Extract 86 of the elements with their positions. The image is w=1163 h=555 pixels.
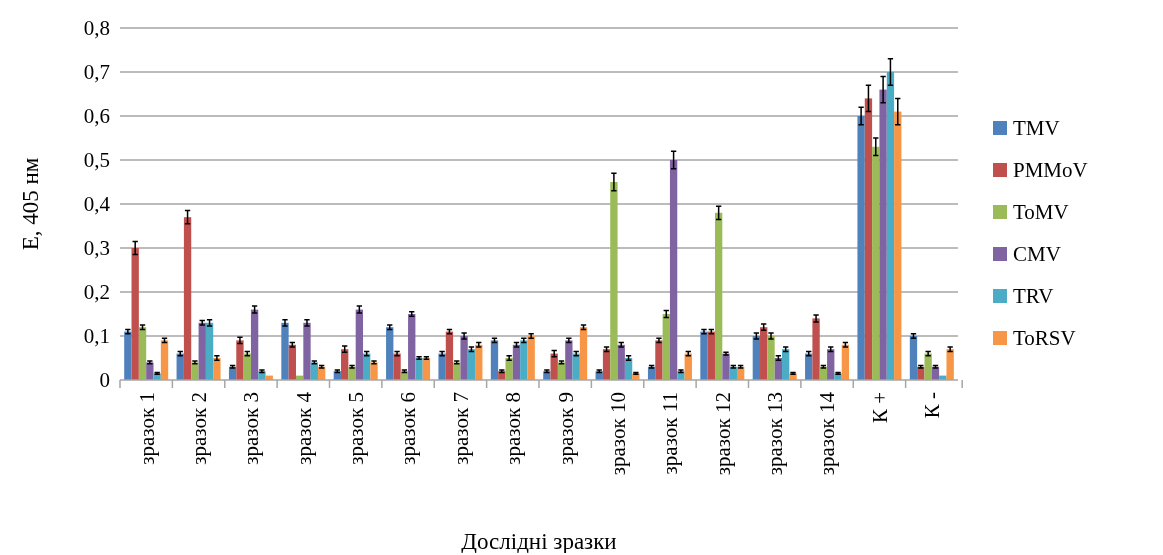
legend-label: ToRSV bbox=[1013, 326, 1076, 351]
x-axis-title: Дослідні зразки bbox=[461, 529, 617, 554]
legend-label: TRV bbox=[1013, 284, 1054, 309]
bar bbox=[767, 336, 775, 380]
bar bbox=[857, 116, 865, 380]
x-tick-label: зразок 13 bbox=[763, 392, 788, 476]
bar bbox=[886, 72, 895, 380]
bar bbox=[872, 146, 880, 380]
bar bbox=[520, 340, 528, 380]
legend-label: CMV bbox=[1013, 242, 1061, 267]
bar bbox=[205, 322, 214, 380]
bar bbox=[812, 318, 820, 380]
x-tick-label: зразок 2 bbox=[186, 392, 211, 465]
x-tick-label: зразок 10 bbox=[605, 392, 630, 476]
bar bbox=[183, 217, 192, 380]
x-tick-label: зразок 5 bbox=[344, 392, 369, 465]
x-tick-label: зразок 1 bbox=[134, 392, 159, 465]
bar bbox=[138, 327, 147, 380]
bar bbox=[146, 362, 154, 380]
bar bbox=[303, 322, 311, 380]
bar bbox=[707, 331, 715, 380]
x-tick-label: зразок 11 bbox=[658, 392, 683, 475]
bar bbox=[602, 349, 611, 380]
bar bbox=[370, 362, 378, 380]
bar bbox=[408, 314, 416, 380]
bar bbox=[191, 362, 199, 380]
x-tick-label: зразок 6 bbox=[396, 392, 421, 465]
y-tick-label: 0,3 bbox=[83, 236, 110, 261]
bar bbox=[782, 349, 790, 380]
legend-label: TMV bbox=[1013, 116, 1060, 141]
bar bbox=[415, 358, 423, 380]
x-tick-label: зразок 9 bbox=[553, 392, 578, 465]
bar bbox=[198, 322, 206, 380]
bar bbox=[393, 353, 401, 380]
bar bbox=[124, 331, 132, 380]
bar bbox=[250, 309, 259, 380]
bar bbox=[722, 353, 730, 380]
bar bbox=[760, 327, 768, 380]
x-tick-label: К + bbox=[867, 392, 892, 424]
bar bbox=[445, 331, 454, 380]
bar bbox=[946, 349, 954, 380]
bar bbox=[662, 314, 670, 380]
bar bbox=[894, 111, 902, 380]
bar bbox=[213, 358, 221, 380]
bar bbox=[131, 248, 139, 380]
bar bbox=[490, 340, 499, 380]
bar bbox=[610, 182, 618, 380]
bar bbox=[281, 322, 289, 380]
bar bbox=[655, 340, 663, 380]
bar bbox=[924, 353, 932, 380]
bar bbox=[355, 309, 364, 380]
bar bbox=[160, 340, 169, 380]
bar bbox=[864, 98, 873, 380]
bar bbox=[714, 212, 723, 380]
bar bbox=[386, 327, 394, 380]
y-tick-label: 0,4 bbox=[83, 192, 111, 217]
bar bbox=[236, 340, 244, 380]
bar bbox=[467, 349, 476, 380]
x-tick-label: зразок 8 bbox=[501, 392, 526, 465]
y-axis-title: Е, 405 нм bbox=[18, 157, 43, 251]
y-tick-label: 0 bbox=[99, 368, 110, 393]
y-tick-label: 0,1 bbox=[83, 324, 110, 349]
bar bbox=[827, 349, 835, 380]
x-tick-label: зразок 7 bbox=[448, 392, 473, 465]
bar bbox=[669, 160, 678, 380]
bar bbox=[700, 331, 708, 380]
legend-label: PMMoV bbox=[1013, 158, 1088, 183]
bar bbox=[527, 336, 535, 380]
y-tick-label: 0,2 bbox=[83, 280, 110, 305]
x-tick-label: зразок 12 bbox=[710, 392, 735, 476]
legend-label: ToMV bbox=[1013, 200, 1069, 225]
bar bbox=[565, 340, 573, 380]
y-tick-label: 0,5 bbox=[83, 148, 110, 173]
y-tick-label: 0,8 bbox=[83, 16, 110, 41]
bar bbox=[505, 358, 513, 380]
y-tick-label: 0,7 bbox=[83, 60, 110, 85]
bar bbox=[579, 327, 588, 380]
y-tick-label: 0,6 bbox=[83, 104, 110, 129]
x-tick-label: зразок 14 bbox=[815, 391, 840, 476]
bar bbox=[460, 336, 468, 380]
x-tick-label: К - bbox=[920, 391, 945, 419]
bar bbox=[438, 353, 446, 380]
bar bbox=[909, 336, 918, 380]
bar bbox=[879, 89, 887, 380]
x-tick-label: зразок 4 bbox=[291, 391, 316, 465]
x-tick-label: зразок 3 bbox=[239, 392, 264, 465]
